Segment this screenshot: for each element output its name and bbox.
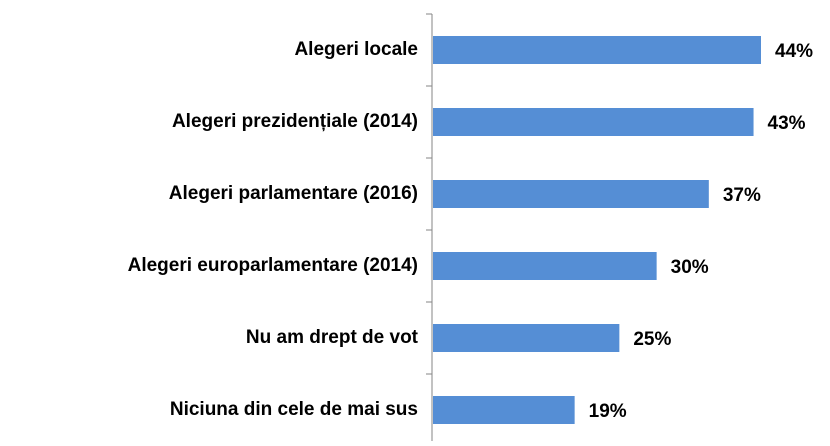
- bar: [433, 180, 709, 208]
- bar: [433, 324, 620, 352]
- category-label: Alegeri locale: [294, 39, 418, 60]
- bar: [433, 252, 657, 280]
- value-label: 25%: [633, 329, 671, 350]
- category-label: Alegeri europarlamentare (2014): [128, 255, 418, 276]
- bar: [433, 108, 754, 136]
- category-label: Nu am drept de vot: [246, 327, 419, 348]
- category-label: Alegeri prezidențiale (2014): [172, 111, 418, 132]
- bar: [433, 396, 575, 424]
- value-label: 30%: [671, 257, 709, 278]
- value-label: 43%: [768, 113, 806, 134]
- value-label: 44%: [775, 41, 813, 62]
- value-label: 37%: [723, 185, 761, 206]
- category-label: Alegeri parlamentare (2016): [169, 183, 418, 204]
- category-label: Niciuna din cele de mai sus: [170, 399, 418, 420]
- value-label: 19%: [589, 401, 627, 422]
- bar: [433, 36, 761, 64]
